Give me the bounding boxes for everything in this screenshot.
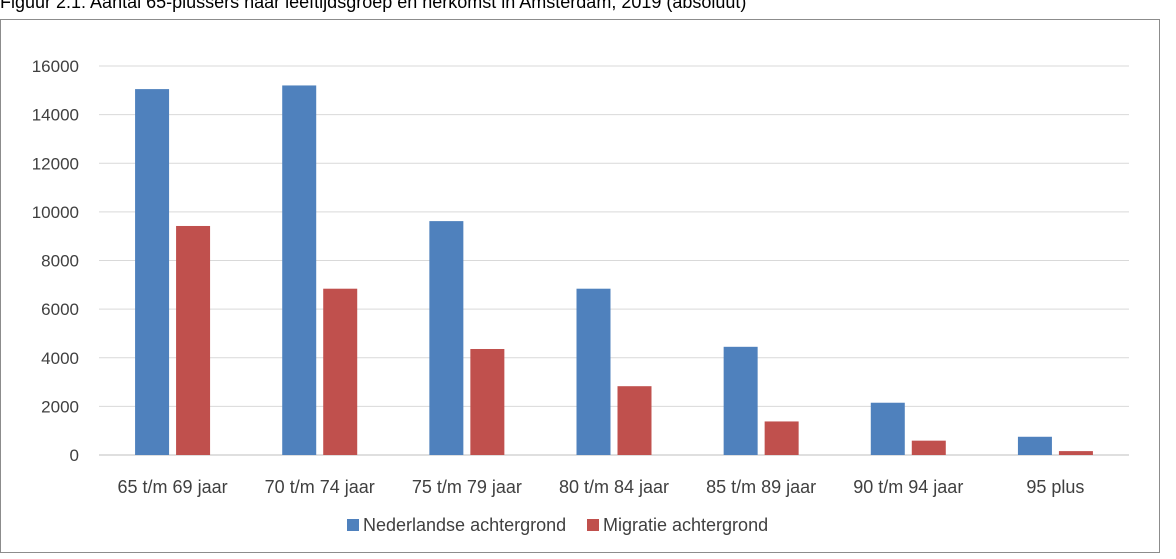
y-tick-label: 12000 (32, 154, 79, 173)
x-category-label: 65 t/m 69 jaar (118, 477, 228, 497)
x-category-label: 90 t/m 94 jaar (853, 477, 963, 497)
x-category-label: 75 t/m 79 jaar (412, 477, 522, 497)
bar-migratie (911, 440, 946, 455)
y-tick-label: 4000 (41, 349, 79, 368)
bar-migratie (617, 386, 652, 455)
bar-nederlandse (282, 85, 317, 455)
x-category-label: 70 t/m 74 jaar (265, 477, 375, 497)
x-category-label: 95 plus (1026, 477, 1084, 497)
legend-label: Nederlandse achtergrond (363, 515, 566, 535)
legend-swatch (347, 519, 359, 531)
bar-migratie (764, 421, 799, 455)
chart-frame: 0 2000 4000 6000 8000 10000 12000 14000 16000 65 … (0, 19, 1160, 553)
y-tick-label: 8000 (41, 252, 79, 271)
y-tick-label: 14000 (32, 106, 79, 125)
y-tick-label: 0 (70, 446, 79, 465)
y-tick-label: 6000 (41, 300, 79, 319)
bar-migratie (1058, 451, 1093, 455)
bar-migratie (470, 348, 505, 455)
bar-nederlandse (1017, 436, 1052, 455)
bar-migratie (176, 225, 211, 455)
bar-chart: 0 2000 4000 6000 8000 10000 12000 14000 16000 65 … (32, 57, 1129, 535)
legend-label: Migratie achtergrond (603, 515, 768, 535)
bar-migratie (323, 288, 358, 455)
y-tick-label: 2000 (41, 397, 79, 416)
legend-swatch (587, 519, 599, 531)
bar-nederlandse (576, 288, 611, 455)
y-tick-label: 10000 (32, 203, 79, 222)
y-tick-label: 16000 (32, 57, 79, 76)
x-category-label: 85 t/m 89 jaar (706, 477, 816, 497)
figure-caption: Figuur 2.1: Aantal 65-plussers naar leef… (0, 0, 747, 12)
bar-nederlandse (870, 402, 905, 455)
bar-nederlandse (429, 221, 464, 455)
bar-nederlandse (135, 89, 170, 456)
x-category-label: 80 t/m 84 jaar (559, 477, 669, 497)
bar-nederlandse (723, 346, 758, 455)
